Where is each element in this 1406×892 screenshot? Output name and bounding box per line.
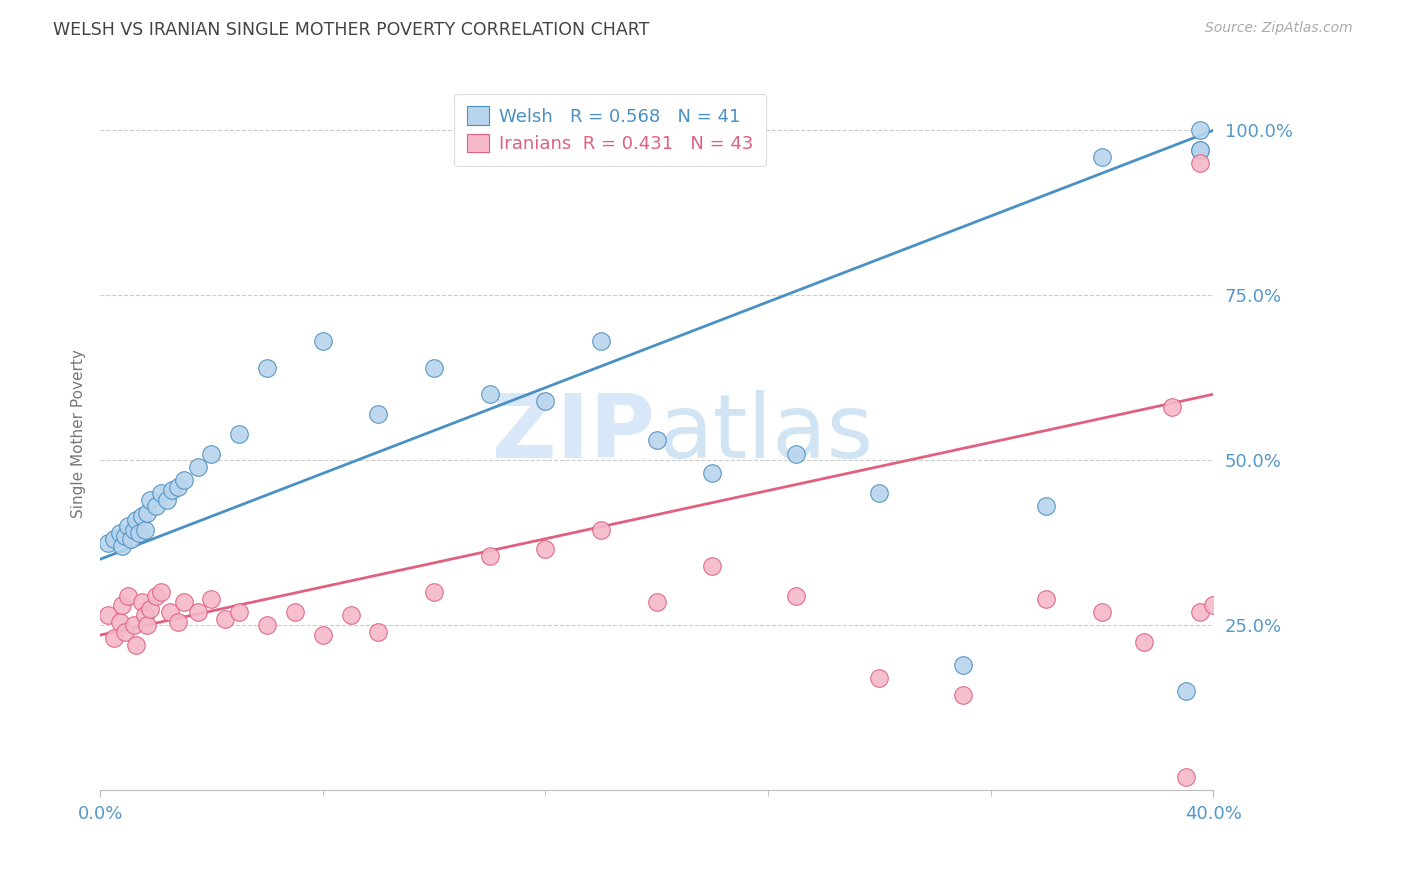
Point	[591, 523, 613, 537]
Y-axis label: Single Mother Poverty: Single Mother Poverty	[72, 350, 86, 518]
Point	[785, 589, 807, 603]
Point	[869, 486, 891, 500]
Point	[111, 599, 134, 613]
Point	[136, 506, 159, 520]
Point	[284, 605, 307, 619]
Point	[122, 523, 145, 537]
Point	[125, 638, 148, 652]
Point	[1188, 156, 1211, 170]
Point	[128, 525, 150, 540]
Point	[187, 605, 209, 619]
Point	[156, 492, 179, 507]
Point	[150, 585, 173, 599]
Point	[214, 612, 236, 626]
Text: WELSH VS IRANIAN SINGLE MOTHER POVERTY CORRELATION CHART: WELSH VS IRANIAN SINGLE MOTHER POVERTY C…	[53, 21, 650, 39]
Point	[122, 618, 145, 632]
Point	[139, 492, 162, 507]
Point	[145, 500, 167, 514]
Point	[869, 671, 891, 685]
Legend: Welsh   R = 0.568   N = 41, Iranians  R = 0.431   N = 43: Welsh R = 0.568 N = 41, Iranians R = 0.4…	[454, 94, 766, 166]
Point	[162, 483, 184, 497]
Text: Source: ZipAtlas.com: Source: ZipAtlas.com	[1205, 21, 1353, 36]
Point	[103, 632, 125, 646]
Point	[228, 605, 250, 619]
Point	[1188, 143, 1211, 157]
Point	[117, 519, 139, 533]
Point	[145, 589, 167, 603]
Point	[97, 535, 120, 549]
Point	[103, 533, 125, 547]
Point	[108, 525, 131, 540]
Point	[120, 533, 142, 547]
Point	[256, 618, 278, 632]
Point	[1174, 684, 1197, 698]
Point	[1188, 123, 1211, 137]
Point	[645, 434, 668, 448]
Point	[131, 595, 153, 609]
Point	[1035, 591, 1057, 606]
Text: ZIP: ZIP	[492, 391, 655, 477]
Point	[591, 334, 613, 349]
Point	[534, 393, 557, 408]
Point	[952, 657, 974, 672]
Point	[645, 595, 668, 609]
Point	[150, 486, 173, 500]
Point	[108, 615, 131, 629]
Point	[256, 360, 278, 375]
Point	[173, 595, 195, 609]
Point	[114, 529, 136, 543]
Point	[702, 467, 724, 481]
Point	[111, 539, 134, 553]
Point	[312, 334, 335, 349]
Point	[702, 558, 724, 573]
Point	[423, 360, 446, 375]
Point	[367, 624, 389, 639]
Point	[167, 615, 190, 629]
Point	[1091, 605, 1114, 619]
Point	[134, 608, 156, 623]
Point	[1188, 605, 1211, 619]
Point	[134, 523, 156, 537]
Point	[339, 608, 361, 623]
Point	[167, 480, 190, 494]
Point	[534, 542, 557, 557]
Point	[1091, 150, 1114, 164]
Point	[200, 447, 222, 461]
Point	[200, 591, 222, 606]
Point	[136, 618, 159, 632]
Point	[312, 628, 335, 642]
Point	[131, 509, 153, 524]
Point	[1202, 599, 1225, 613]
Point	[423, 585, 446, 599]
Point	[139, 601, 162, 615]
Point	[173, 473, 195, 487]
Point	[785, 447, 807, 461]
Point	[228, 426, 250, 441]
Point	[367, 407, 389, 421]
Point	[1133, 634, 1156, 648]
Point	[187, 459, 209, 474]
Point	[1160, 401, 1182, 415]
Point	[117, 589, 139, 603]
Text: atlas: atlas	[659, 391, 875, 477]
Point	[97, 608, 120, 623]
Point	[478, 387, 501, 401]
Point	[952, 688, 974, 702]
Point	[1174, 770, 1197, 784]
Point	[1035, 500, 1057, 514]
Point	[1188, 143, 1211, 157]
Point	[125, 513, 148, 527]
Point	[159, 605, 181, 619]
Point	[478, 549, 501, 563]
Point	[114, 624, 136, 639]
